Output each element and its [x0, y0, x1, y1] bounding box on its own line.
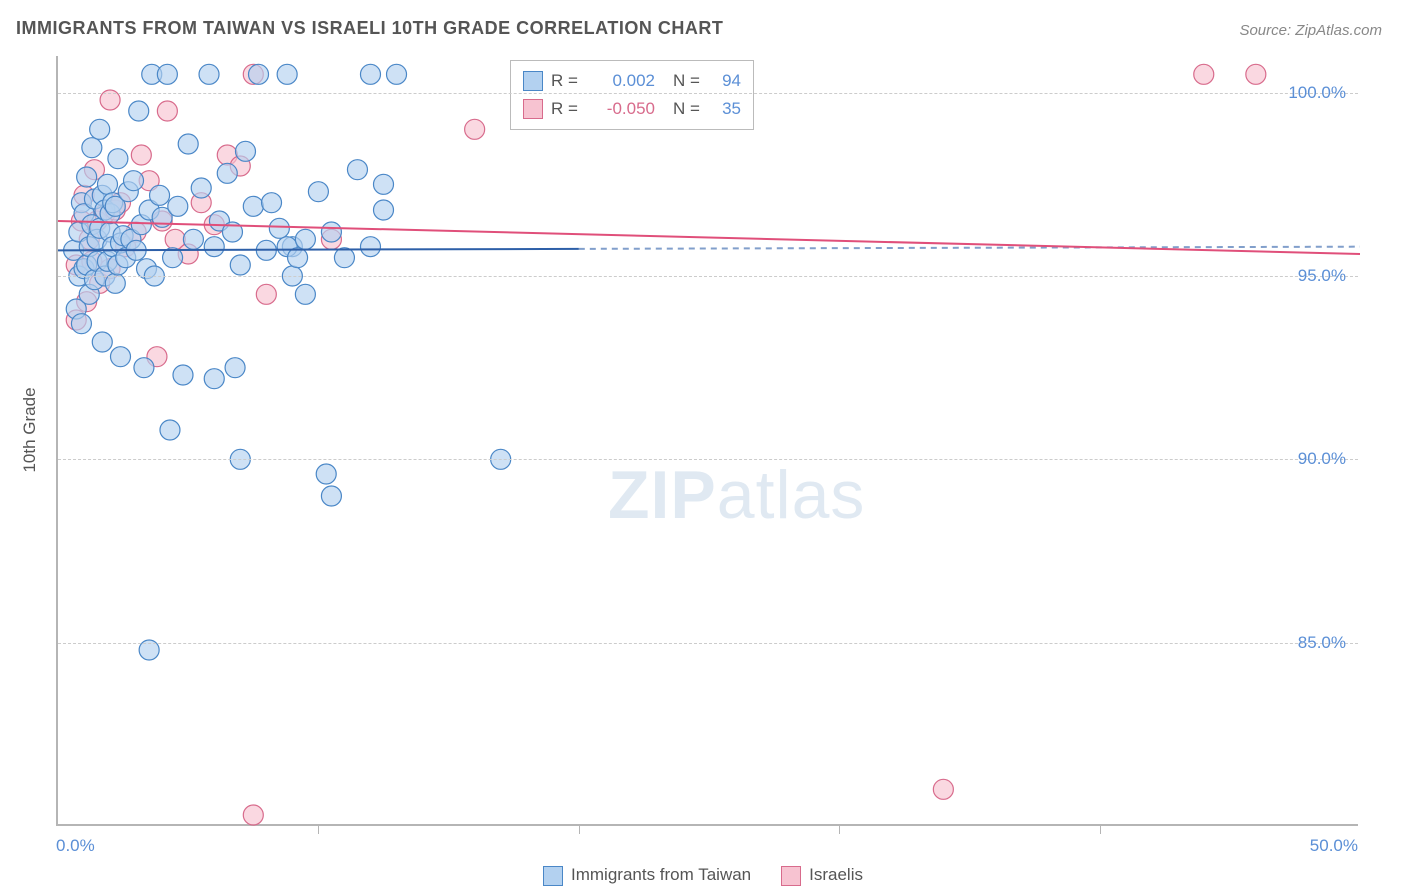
legend-n-taiwan: 94 [711, 71, 741, 91]
xtick [579, 824, 580, 834]
legend-n-label: N = [673, 71, 703, 91]
legend-item-israelis: Israelis [781, 865, 863, 886]
gridline-h [58, 459, 1358, 460]
gridline-h [58, 643, 1358, 644]
ytick-label: 85.0% [1298, 633, 1346, 653]
xaxis-min-label: 0.0% [56, 836, 95, 856]
legend-bottom-label-israelis: Israelis [809, 865, 863, 884]
xtick [1100, 824, 1101, 834]
ytick-label: 90.0% [1298, 449, 1346, 469]
gridline-h [58, 276, 1358, 277]
source-label: Source: ZipAtlas.com [1239, 22, 1382, 39]
ytick-label: 100.0% [1288, 83, 1346, 103]
gridline-h [58, 93, 1358, 94]
xaxis-max-label: 50.0% [1310, 836, 1358, 856]
legend-r-label: R = [551, 71, 585, 91]
legend-bottom-label-taiwan: Immigrants from Taiwan [571, 865, 751, 884]
chart-title: IMMIGRANTS FROM TAIWAN VS ISRAELI 10TH G… [16, 18, 723, 39]
chart-svg [58, 56, 1358, 824]
ytick-label: 95.0% [1298, 266, 1346, 286]
legend-row-taiwan: R = 0.002 N = 94 [523, 67, 741, 95]
xtick [318, 824, 319, 834]
legend-correlation: R = 0.002 N = 94 R = -0.050 N = 35 [510, 60, 754, 130]
legend-row-israelis: R = -0.050 N = 35 [523, 95, 741, 123]
legend-item-taiwan: Immigrants from Taiwan [543, 865, 751, 886]
legend-series: Immigrants from Taiwan Israelis [543, 865, 863, 886]
legend-r-label2: R = [551, 99, 585, 119]
legend-r-taiwan: 0.002 [593, 71, 655, 91]
legend-swatch-israelis [523, 99, 543, 119]
legend-n-label2: N = [673, 99, 703, 119]
legend-n-israelis: 35 [711, 99, 741, 119]
legend-bottom-swatch-taiwan [543, 866, 563, 886]
xtick [839, 824, 840, 834]
legend-r-israelis: -0.050 [593, 99, 655, 119]
legend-bottom-swatch-israelis [781, 866, 801, 886]
yaxis-label: 10th Grade [20, 387, 40, 472]
legend-swatch-taiwan [523, 71, 543, 91]
plot-area: ZIPatlas R = 0.002 N = 94 R = -0.050 N =… [56, 56, 1358, 826]
